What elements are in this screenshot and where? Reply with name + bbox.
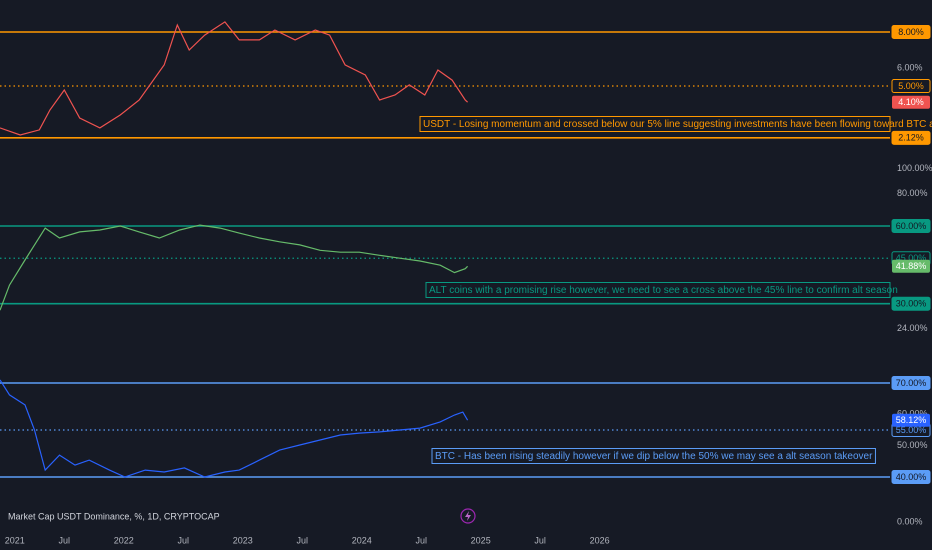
level-label: 2.12% (898, 133, 924, 143)
annotation-box (431, 448, 876, 464)
y-tick-label: 60.00% (897, 409, 928, 419)
last-value-label: 41.88% (896, 261, 927, 271)
x-tick-label: 2024 (352, 535, 372, 545)
last-value-box (892, 95, 930, 109)
x-tick-label: 2026 (590, 535, 610, 545)
level-label: 60.00% (896, 221, 927, 231)
annotation: ALT coins with a promising rise however,… (425, 282, 898, 298)
footer-title: Market Cap USDT Dominance, %, 1D, CRYPTO… (8, 511, 220, 521)
level-label-box (891, 79, 931, 94)
annotation-text: BTC - Has been rising steadily however i… (435, 451, 873, 462)
level-label: 45.00% (896, 253, 927, 263)
level-label: 8.00% (898, 27, 924, 37)
x-tick-label: Jul (415, 535, 427, 545)
annotation: BTC - Has been rising steadily however i… (431, 448, 876, 464)
x-tick-label: 2022 (114, 535, 134, 545)
lightning-bolt (465, 511, 471, 521)
lightning-icon[interactable] (460, 508, 476, 524)
y-tick-label: 24.00% (897, 323, 928, 333)
series-line (0, 21, 469, 136)
level-label-box (891, 470, 931, 485)
level-label: 40.00% (896, 472, 927, 482)
last-value-box (892, 259, 930, 273)
x-tick-label: 2021 (5, 535, 25, 545)
level-label-box (891, 296, 931, 311)
bottom-pane-tick: 0.00% (897, 516, 923, 526)
x-tick-label: Jul (58, 535, 70, 545)
level-label-box (891, 130, 931, 145)
level-label: 30.00% (896, 299, 927, 309)
y-tick-label: 6.00% (897, 62, 923, 72)
x-tick-label: 2025 (471, 535, 491, 545)
x-tick-label: Jul (296, 535, 308, 545)
series-line (0, 379, 469, 478)
x-tick-label: 2023 (233, 535, 253, 545)
level-label: 55.00% (896, 425, 927, 435)
last-value-label: 58.12% (896, 415, 927, 425)
level-label: 5.00% (898, 81, 924, 91)
y-tick-label: 50.00% (897, 440, 928, 450)
level-label-box (891, 375, 931, 390)
annotation-text: ALT coins with a promising rise however,… (429, 285, 898, 296)
last-value-box (892, 413, 930, 427)
x-tick-label: Jul (177, 535, 189, 545)
annotation-text: USDT - Losing momentum and crossed below… (423, 119, 932, 130)
series-line (0, 224, 469, 311)
last-value-label: 4.10% (898, 97, 924, 107)
level-label-box (891, 218, 931, 233)
level-label-box (891, 25, 931, 40)
annotation: USDT - Losing momentum and crossed below… (419, 116, 932, 132)
level-label: 70.00% (896, 378, 927, 388)
y-tick-label: 100.00% (897, 163, 932, 173)
annotation-box (425, 282, 891, 298)
x-tick-label: Jul (534, 535, 546, 545)
annotation-box (419, 116, 891, 132)
y-tick-label: 80.00% (897, 188, 928, 198)
